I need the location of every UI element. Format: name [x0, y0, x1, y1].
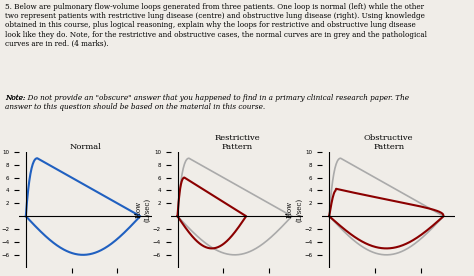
Title: Obstructive
Pattern: Obstructive Pattern	[364, 134, 413, 151]
Text: 5. Below are pulmonary flow-volume loops generated from three patients. One loop: 5. Below are pulmonary flow-volume loops…	[5, 3, 427, 48]
Y-axis label: Flow
(L/sec): Flow (L/sec)	[134, 198, 151, 222]
Y-axis label: Flow
(L/sec): Flow (L/sec)	[286, 198, 303, 222]
Text: Note: Do not provide an "obscure" answer that you happened to find in a primary : Note: Do not provide an "obscure" answer…	[5, 94, 409, 111]
Title: Normal: Normal	[69, 143, 101, 151]
Text: Note:: Note:	[5, 94, 25, 102]
Title: Restrictive
Pattern: Restrictive Pattern	[214, 134, 260, 151]
